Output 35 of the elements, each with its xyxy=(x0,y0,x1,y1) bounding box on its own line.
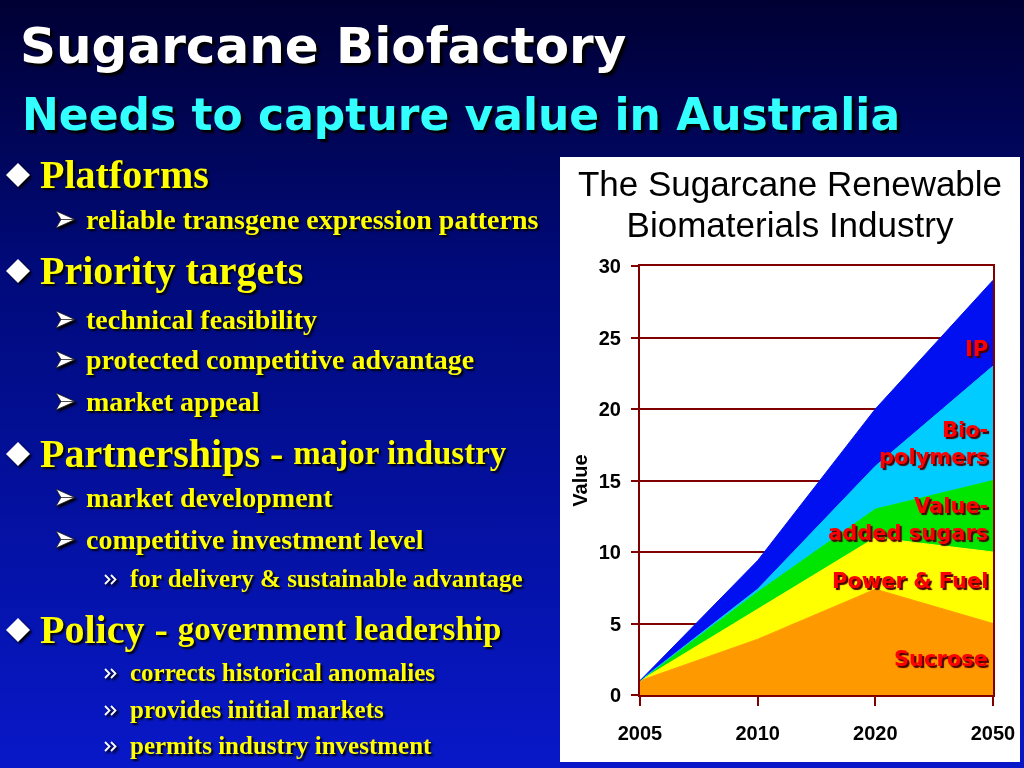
text: market development xyxy=(86,481,333,515)
chart-subtitle: Needs to capture value in Australia xyxy=(22,89,901,140)
text: The Sugarcane Renewable Biomaterials Industry xyxy=(576,163,1004,245)
text: major industry xyxy=(293,435,507,473)
x-tick-label: 2020 xyxy=(853,722,898,744)
y-tick-label: 5 xyxy=(609,612,621,635)
y-tick-label: 15 xyxy=(598,469,621,492)
text: government leadership xyxy=(177,611,502,649)
text: permits industry investment xyxy=(130,731,432,761)
x-tick-label: 2010 xyxy=(735,722,780,744)
y-tick-label: 20 xyxy=(598,398,621,420)
series-label: Sucrose xyxy=(894,647,989,671)
text: Partnerships - xyxy=(40,431,284,477)
y-tick-label: 30 xyxy=(598,255,621,277)
text: reliable transgene expression patterns xyxy=(86,203,539,237)
text: Platforms xyxy=(40,152,209,198)
y-tick-label: 0 xyxy=(609,684,621,706)
text: corrects historical anomalies xyxy=(130,658,436,688)
y-axis-title: Value xyxy=(568,454,591,507)
text: Priority targets xyxy=(40,248,304,294)
text: provides initial markets xyxy=(130,695,384,725)
text: competitive investment level xyxy=(86,523,424,557)
text: technical feasibility xyxy=(86,303,317,337)
text: protected competitive advantage xyxy=(86,343,475,377)
text: for delivery & sustainable advantage xyxy=(130,564,523,594)
x-tick-label: 2005 xyxy=(617,722,663,744)
text: market appeal xyxy=(86,385,260,419)
y-tick-label: 25 xyxy=(598,326,621,349)
series-label: IP xyxy=(965,337,989,361)
y-tick-label: 10 xyxy=(598,541,621,563)
x-tick-label: 2050 xyxy=(970,722,1016,744)
series-label: Power & Fuel xyxy=(832,569,989,593)
chart-title: Sugarcane Biofactory xyxy=(20,17,627,75)
text: Policy - xyxy=(40,607,168,653)
series-label: Bio-polymers xyxy=(879,418,989,470)
